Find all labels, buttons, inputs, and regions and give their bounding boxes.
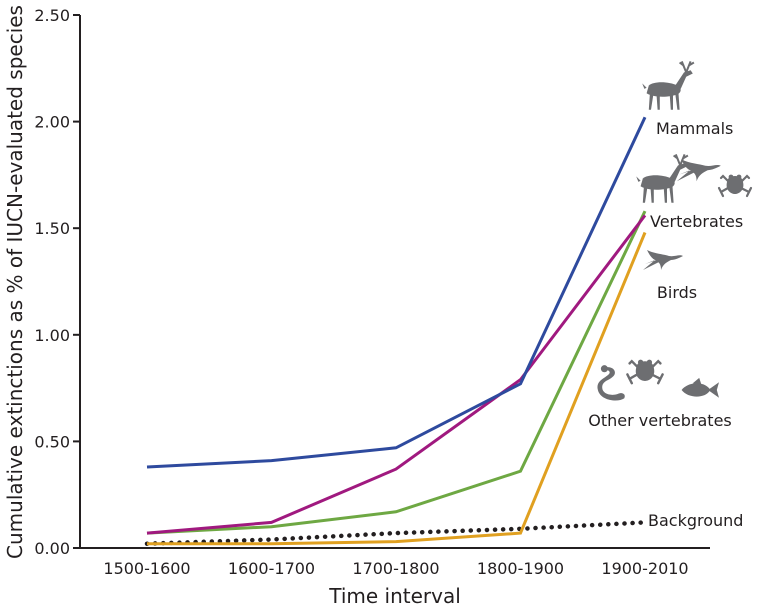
- series-layer: [144, 116, 648, 546]
- axes: 0.00 0.50 1.00 1.50 2.00 2.50 1500-1600 1600-17…: [3, 5, 710, 608]
- y-tick-label: 1.00: [34, 326, 70, 345]
- series-line-other-vertebrates: [147, 231, 647, 546]
- x-tick-label: 1900-2010: [601, 559, 688, 578]
- series-line-birds: [146, 210, 647, 535]
- swallow-icon: [676, 159, 721, 182]
- series-label-mammals: Mammals: [656, 119, 733, 138]
- x-tick-label: 1600-1700: [228, 559, 315, 578]
- series-line-mammals: [146, 116, 647, 469]
- series-labels: Mammals Vertebrates Birds Other vertebrates…: [588, 119, 743, 530]
- frog-icon: [626, 359, 664, 385]
- snake-icon: [597, 365, 625, 401]
- y-tick-label: 1.50: [34, 219, 70, 238]
- series-line-background: [144, 520, 648, 546]
- y-tick-label: 2.50: [34, 6, 70, 25]
- x-axis-title: Time interval: [328, 584, 461, 608]
- icon-layer: [597, 61, 753, 401]
- y-tick-label: 0.00: [34, 539, 70, 558]
- fish-icon: [681, 377, 719, 398]
- series-label-birds: Birds: [657, 283, 697, 302]
- frog-icon: [717, 174, 753, 198]
- series-label-other-vertebrates: Other vertebrates: [588, 411, 732, 430]
- series-line-vertebrates: [146, 214, 647, 535]
- x-tick-label: 1800-1900: [477, 559, 564, 578]
- x-tick-label: 1500-1600: [103, 559, 190, 578]
- series-label-background: Background: [648, 511, 743, 530]
- y-tick-label: 2.00: [34, 113, 70, 132]
- deer-icon: [636, 154, 689, 203]
- series-label-vertebrates: Vertebrates: [650, 212, 743, 231]
- y-axis-title: Cumulative extinctions as % of IUCN-eval…: [3, 5, 27, 559]
- x-tick-label: 1700-1800: [352, 559, 439, 578]
- y-tick-label: 0.50: [34, 432, 70, 451]
- swallow-icon: [643, 250, 683, 270]
- deer-icon: [642, 61, 695, 110]
